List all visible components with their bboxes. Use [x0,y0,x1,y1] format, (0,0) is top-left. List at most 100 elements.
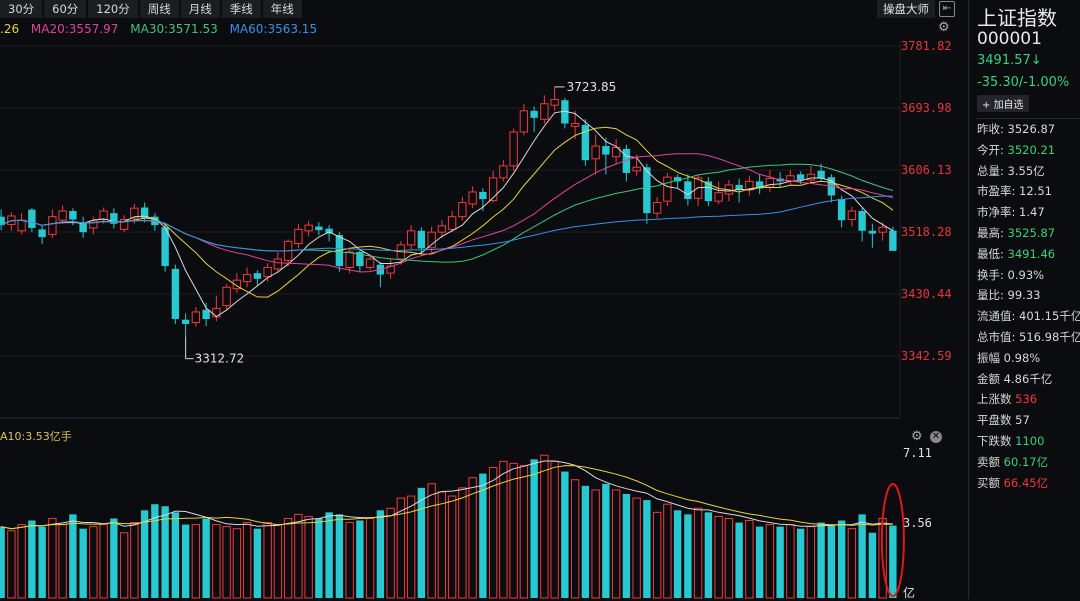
volume-bar [171,512,180,598]
stat-row: 上涨数 536 [977,391,1037,407]
stat-value: 3526.87 [1007,122,1056,136]
candle-body [202,309,210,320]
stat-row: 市净率: 1.47 [977,204,1045,220]
price-axis-label: 3693.98 [901,101,952,115]
stat-value: 536 [1015,392,1038,407]
volume-bar [581,485,590,598]
price-axis-label: 3518.28 [901,225,952,239]
candle-body [499,165,508,179]
volume-bar [17,524,26,599]
volume-bar [151,504,159,598]
index-price: 3491.57↓ [977,53,1042,68]
stat-row: 买额 66.45亿 [977,475,1048,491]
stat-label: 最低: [977,246,1008,261]
price-value: 3491.57 [977,53,1031,68]
volume-close-icon[interactable]: ✕ [930,431,942,443]
index-change: -35.30/-1.00% [977,75,1070,90]
candle-body [878,226,887,233]
candle-body [868,230,877,234]
add-watchlist-label: 加自选 [993,100,1024,111]
volume-bar [550,460,559,599]
volume-bar [345,522,354,599]
volume-bar [591,489,600,599]
stat-label: 最高: [977,226,1008,240]
volume-bar [0,526,5,598]
stat-label: 振幅 [977,350,1004,365]
volume-bar [161,506,169,598]
kline-chart[interactable]: 3723.85 3312.72 [0,0,968,599]
stat-label: 量比: [977,288,1008,303]
volume-bar [335,514,344,598]
ma20-legend: MA20:3557.97 [30,22,119,36]
candle-body [714,192,723,202]
stat-value: 57 [1015,413,1030,428]
volume-bar [386,507,395,599]
tab-120min[interactable]: 120分 [88,0,138,18]
volume-bar [356,520,364,598]
quote-panel: 上证指数 000001 3491.57↓ -35.30/-1.00% + 加自选… [968,0,1080,599]
volume-bar [847,528,857,599]
tab-60min[interactable]: 60分 [44,0,87,18]
stat-label: 卖额 [977,454,1004,469]
stat-row: 市盈率: 12.51 [977,183,1052,199]
volume-bar [755,526,764,598]
stat-row: 今开: 3520.21 [977,142,1055,158]
candle-body [171,268,180,320]
candle-body [602,146,610,155]
candle-body [581,124,590,161]
candle-body [735,184,743,190]
stat-row: 总量: 3.55亿 [977,163,1045,179]
candle-body [38,229,46,238]
volume-bar [570,479,580,599]
stat-row: 最高: 3525.87 [977,225,1055,241]
candle-body [48,216,57,235]
candle-body [437,225,447,233]
candle-body [622,148,631,173]
candle-body [253,273,262,279]
volume-settings-gear-icon[interactable]: ⚙ [911,429,923,444]
volume-bar [602,483,610,598]
stat-value: 99.33 [1007,288,1041,303]
candle-body [181,319,190,324]
candle-body [242,274,252,283]
tab-weekly[interactable]: 周线 [139,0,179,18]
volume-bar [765,524,775,599]
volume-bar [191,524,201,599]
candle-body [345,251,354,268]
candle-body [110,213,118,224]
candle-body [69,211,77,220]
candle-body [365,258,375,268]
volume-bar [28,520,36,598]
tab-30min[interactable]: 30分 [0,0,43,18]
tab-quarterly[interactable]: 季线 [221,0,261,18]
candle-body [684,181,692,200]
volume-bar [294,513,303,599]
stat-row: 流通值: 401.15千亿 [977,308,1080,324]
volume-bar [652,511,662,599]
volume-bar [643,500,651,598]
volume-bar [735,522,743,598]
candle-body [632,166,641,172]
volume-bar [776,526,784,598]
volume-axis-mid: 3.56 [903,516,932,530]
stat-row: 卖额 60.17亿 [977,454,1048,470]
exit-icon[interactable]: ⇤ [939,1,955,17]
candle-body [79,222,87,233]
candle-body [263,266,272,278]
candle-body [847,210,857,220]
tab-yearly[interactable]: 年线 [262,0,302,18]
stat-label: 流通值: [977,309,1020,324]
volume-bar [611,489,621,599]
ma30-legend: MA30:3571.53 [130,22,218,36]
volume-bar [663,503,672,599]
operator-master-button[interactable]: 操盘大师 [877,0,935,18]
stat-row: 下跌数 1100 [977,433,1044,449]
highlight-ellipse [880,483,905,597]
add-watchlist-button[interactable]: + 加自选 [977,95,1029,112]
kline-settings-gear-icon[interactable]: ⚙ [938,20,950,35]
tab-monthly[interactable]: 月线 [180,0,220,18]
candle-body [858,211,866,231]
stat-value: 3.55亿 [1007,163,1045,178]
volume-bar [468,477,477,599]
volume-bar [458,487,467,599]
